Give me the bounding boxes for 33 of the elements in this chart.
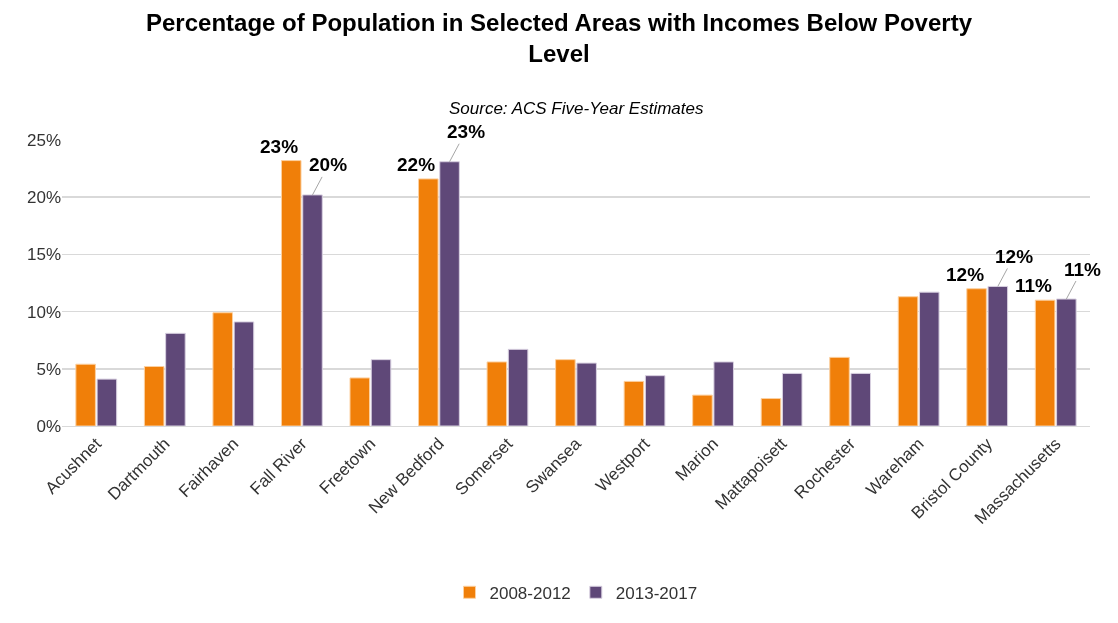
bar — [760, 398, 782, 426]
y-tick-label: 5% — [36, 359, 61, 379]
bar — [418, 178, 439, 426]
bar — [1034, 299, 1056, 426]
bar — [75, 363, 96, 426]
data-label: 20% — [309, 154, 348, 175]
chart-subtitle: Source: ACS Five-Year Estimates — [449, 99, 704, 118]
y-tick-label: 10% — [26, 302, 61, 322]
bar — [623, 380, 645, 426]
y-tick-label: 25% — [26, 130, 61, 150]
bar — [966, 288, 987, 426]
bar — [143, 366, 165, 426]
data-label: 11% — [1015, 275, 1053, 296]
data-label: 12% — [995, 246, 1034, 267]
bar — [280, 160, 302, 426]
bar — [212, 312, 233, 426]
legend-label: 2013-2017 — [615, 583, 698, 603]
y-tick-label: 20% — [26, 188, 61, 208]
bar — [897, 296, 919, 426]
data-label: 23% — [447, 121, 486, 142]
legend-label: 2008-2012 — [489, 583, 571, 603]
data-label: 22% — [397, 154, 436, 175]
y-tick-label: 15% — [26, 245, 61, 265]
chart-title: Percentage of Population in Selected Areas with Incomes Below Poverty Level — [146, 9, 973, 68]
data-label: 11% — [1064, 259, 1102, 280]
data-label: 12% — [946, 264, 985, 285]
data-label: 23% — [260, 136, 299, 157]
y-tick-label: 0% — [36, 416, 61, 436]
bar — [349, 377, 371, 426]
bar — [486, 361, 508, 426]
bar — [692, 394, 713, 426]
bar — [555, 359, 576, 426]
bar — [829, 356, 850, 426]
